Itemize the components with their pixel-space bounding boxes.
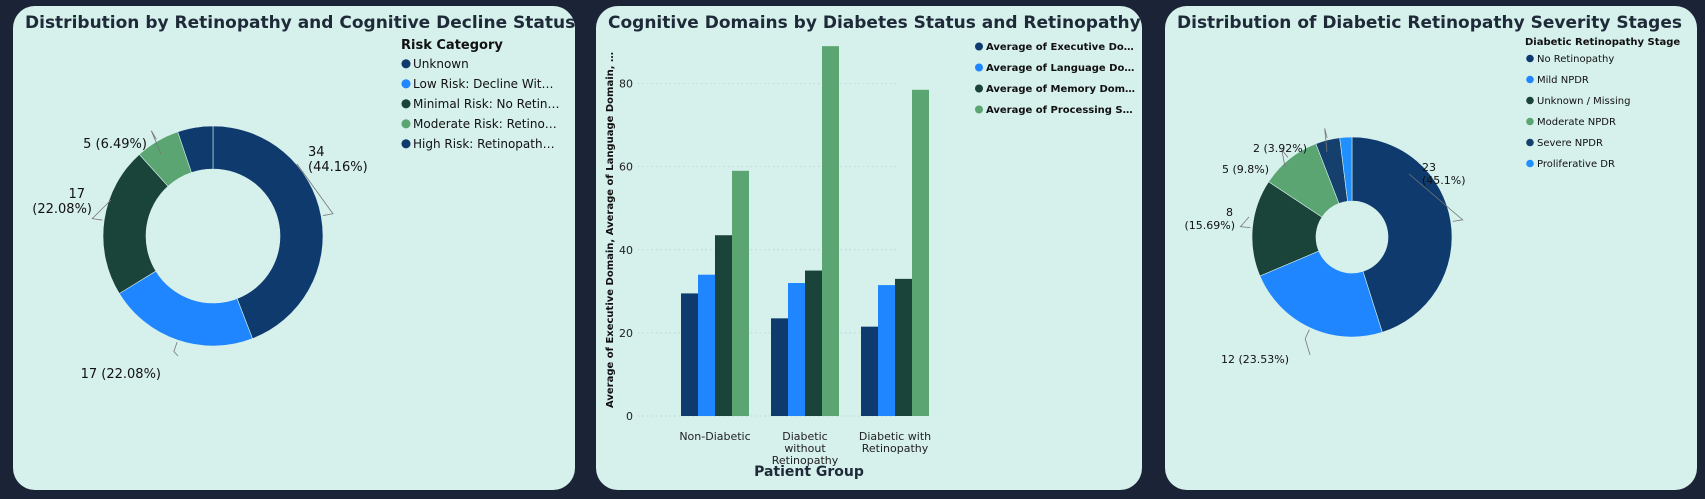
donut-chart-card-stages: Distribution of Diabetic Retinopathy Sev…: [1165, 6, 1697, 490]
x-tick-label: Diabetic without Retinopathy: [772, 430, 839, 467]
bar-average-of-processing-s-diabetic-with-retinopathy: [912, 89, 929, 417]
bar-average-of-language-do-diabetic-with-retinopathy: [878, 285, 895, 416]
y-axis-label: Average of Executive Domain, Average of …: [605, 52, 616, 408]
legend-item-severe-npdr: Severe NPDR: [1537, 138, 1603, 149]
y-tick-label: 60: [619, 161, 633, 174]
bar-average-of-processing-s-diabetic-without-retinopathy: [822, 46, 839, 417]
legend-marker: [401, 59, 411, 69]
donut-chart-stages: 23 (45.1%) 12 (23.53%) 8 (15.69%) 5 (9.8%) 2 (…: [1184, 37, 1680, 366]
x-tick-label: Diabetic with Retinopathy: [859, 430, 931, 455]
leader-line: [1281, 149, 1289, 168]
leader-line: [1408, 173, 1464, 222]
y-tick-label: 40: [619, 244, 633, 257]
bar-average-of-language-do-diabetic-without-retinopathy: [788, 283, 805, 416]
legend-item-no-retinopathy: No Retinopathy: [1537, 54, 1614, 65]
leader-line: [1239, 216, 1251, 228]
legend-item-proliferative-dr: Proliferative DR: [1537, 159, 1615, 170]
legend-marker: [401, 119, 411, 129]
donut-chart-risk: 34 (44.16%) 17 (22.08%) 17 (22.08%) 5 (6.49%)…: [32, 38, 560, 382]
donut-slice-high-risk-retinopath: [212, 125, 324, 340]
data-label: 17 (22.08%): [81, 367, 161, 382]
leader-line: [296, 163, 334, 216]
donut-chart-card-risk: Distribution by Retinopathy and Cognitiv…: [13, 6, 575, 490]
legend-marker: [401, 139, 411, 149]
leader-line: [91, 199, 112, 221]
leader-line: [173, 341, 179, 357]
data-label: 17 (22.08%): [32, 187, 92, 217]
legend-marker: [1526, 138, 1534, 147]
legend-item-moderate-risk-retino: Moderate Risk: Retino…: [413, 117, 557, 131]
legend-item-average-of-executive-do: Average of Executive Do…: [986, 42, 1134, 53]
x-axis-label: Patient Group: [754, 464, 864, 480]
data-label: 5 (9.8%): [1222, 163, 1269, 176]
y-tick-label: 0: [626, 410, 633, 423]
legend-title: Diabetic Retinopathy Stage: [1525, 37, 1680, 48]
data-label: 23 (45.1%): [1422, 161, 1466, 187]
legend-marker: [1526, 117, 1534, 126]
donut-slice-unknown: [177, 125, 214, 173]
legend-marker: [1526, 54, 1534, 63]
legend-item-average-of-memory-dom: Average of Memory Dom…: [986, 84, 1135, 95]
chart-title-stages: Distribution of Diabetic Retinopathy Sev…: [1177, 13, 1682, 33]
legend-marker: [975, 63, 983, 72]
bar-average-of-executive-do-diabetic-without-retinopathy: [771, 318, 788, 416]
bar-average-of-language-do-non-diabetic: [698, 274, 715, 416]
legend-item-mild-npdr: Mild NPDR: [1537, 75, 1589, 86]
legend-marker: [1526, 159, 1534, 168]
data-label: 12 (23.53%): [1221, 353, 1289, 366]
data-label: 34 (44.16%): [308, 145, 368, 175]
legend-marker: [1526, 96, 1534, 105]
y-tick-label: 80: [619, 78, 633, 91]
leader-line: [1304, 329, 1311, 356]
chart-title-cognitive: Cognitive Domains by Diabetes Status and…: [608, 13, 1141, 33]
legend-item-average-of-processing-s: Average of Processing S…: [986, 105, 1133, 116]
legend-item-low-risk-decline-wit: Low Risk: Decline Wit…: [413, 77, 554, 91]
legend-marker: [975, 105, 983, 114]
donut-slice-low-risk-decline-wit: [118, 270, 253, 347]
bar-average-of-memory-dom-non-diabetic: [715, 235, 732, 416]
data-label: 5 (6.49%): [83, 137, 147, 152]
legend-item-minimal-risk-no-retin: Minimal Risk: No Retin…: [413, 97, 560, 111]
legend-marker: [401, 79, 411, 89]
data-label: 8 (15.69%): [1184, 206, 1235, 232]
leader-line: [1324, 128, 1328, 153]
legend-item-average-of-language-do: Average of Language Do…: [986, 63, 1134, 74]
bar-average-of-processing-s-non-diabetic: [732, 170, 749, 416]
bar-average-of-memory-dom-diabetic-with-retinopathy: [895, 278, 912, 416]
bar-average-of-executive-do-non-diabetic: [681, 293, 698, 416]
legend-item-unknown: Unknown: [413, 57, 469, 71]
leader-line: [150, 130, 162, 155]
bar-average-of-executive-do-diabetic-with-retinopathy: [861, 326, 878, 416]
donut-slice-proliferative-dr: [1339, 136, 1353, 202]
data-label: 2 (3.92%): [1253, 142, 1307, 155]
legend-marker: [1526, 75, 1534, 84]
y-tick-label: 20: [619, 327, 633, 340]
legend-item-high-risk-retinopath: High Risk: Retinopath…: [413, 137, 555, 151]
bar-average-of-memory-dom-diabetic-without-retinopathy: [805, 270, 822, 416]
x-tick-label: Non-Diabetic: [679, 430, 750, 443]
chart-title-risk: Distribution by Retinopathy and Cognitiv…: [25, 13, 575, 33]
legend-item-unknown-missing: Unknown / Missing: [1537, 96, 1630, 107]
bar-chart-card-cognitive: Cognitive Domains by Diabetes Status and…: [596, 6, 1142, 490]
legend-marker: [401, 99, 411, 109]
legend-title: Risk Category: [401, 38, 503, 53]
legend-marker: [975, 84, 983, 93]
legend-item-moderate-npdr: Moderate NPDR: [1537, 117, 1616, 128]
legend-marker: [975, 42, 983, 51]
donut-slice-mild-npdr: [1259, 250, 1383, 338]
donut-slice-no-retinopathy: [1351, 136, 1453, 333]
